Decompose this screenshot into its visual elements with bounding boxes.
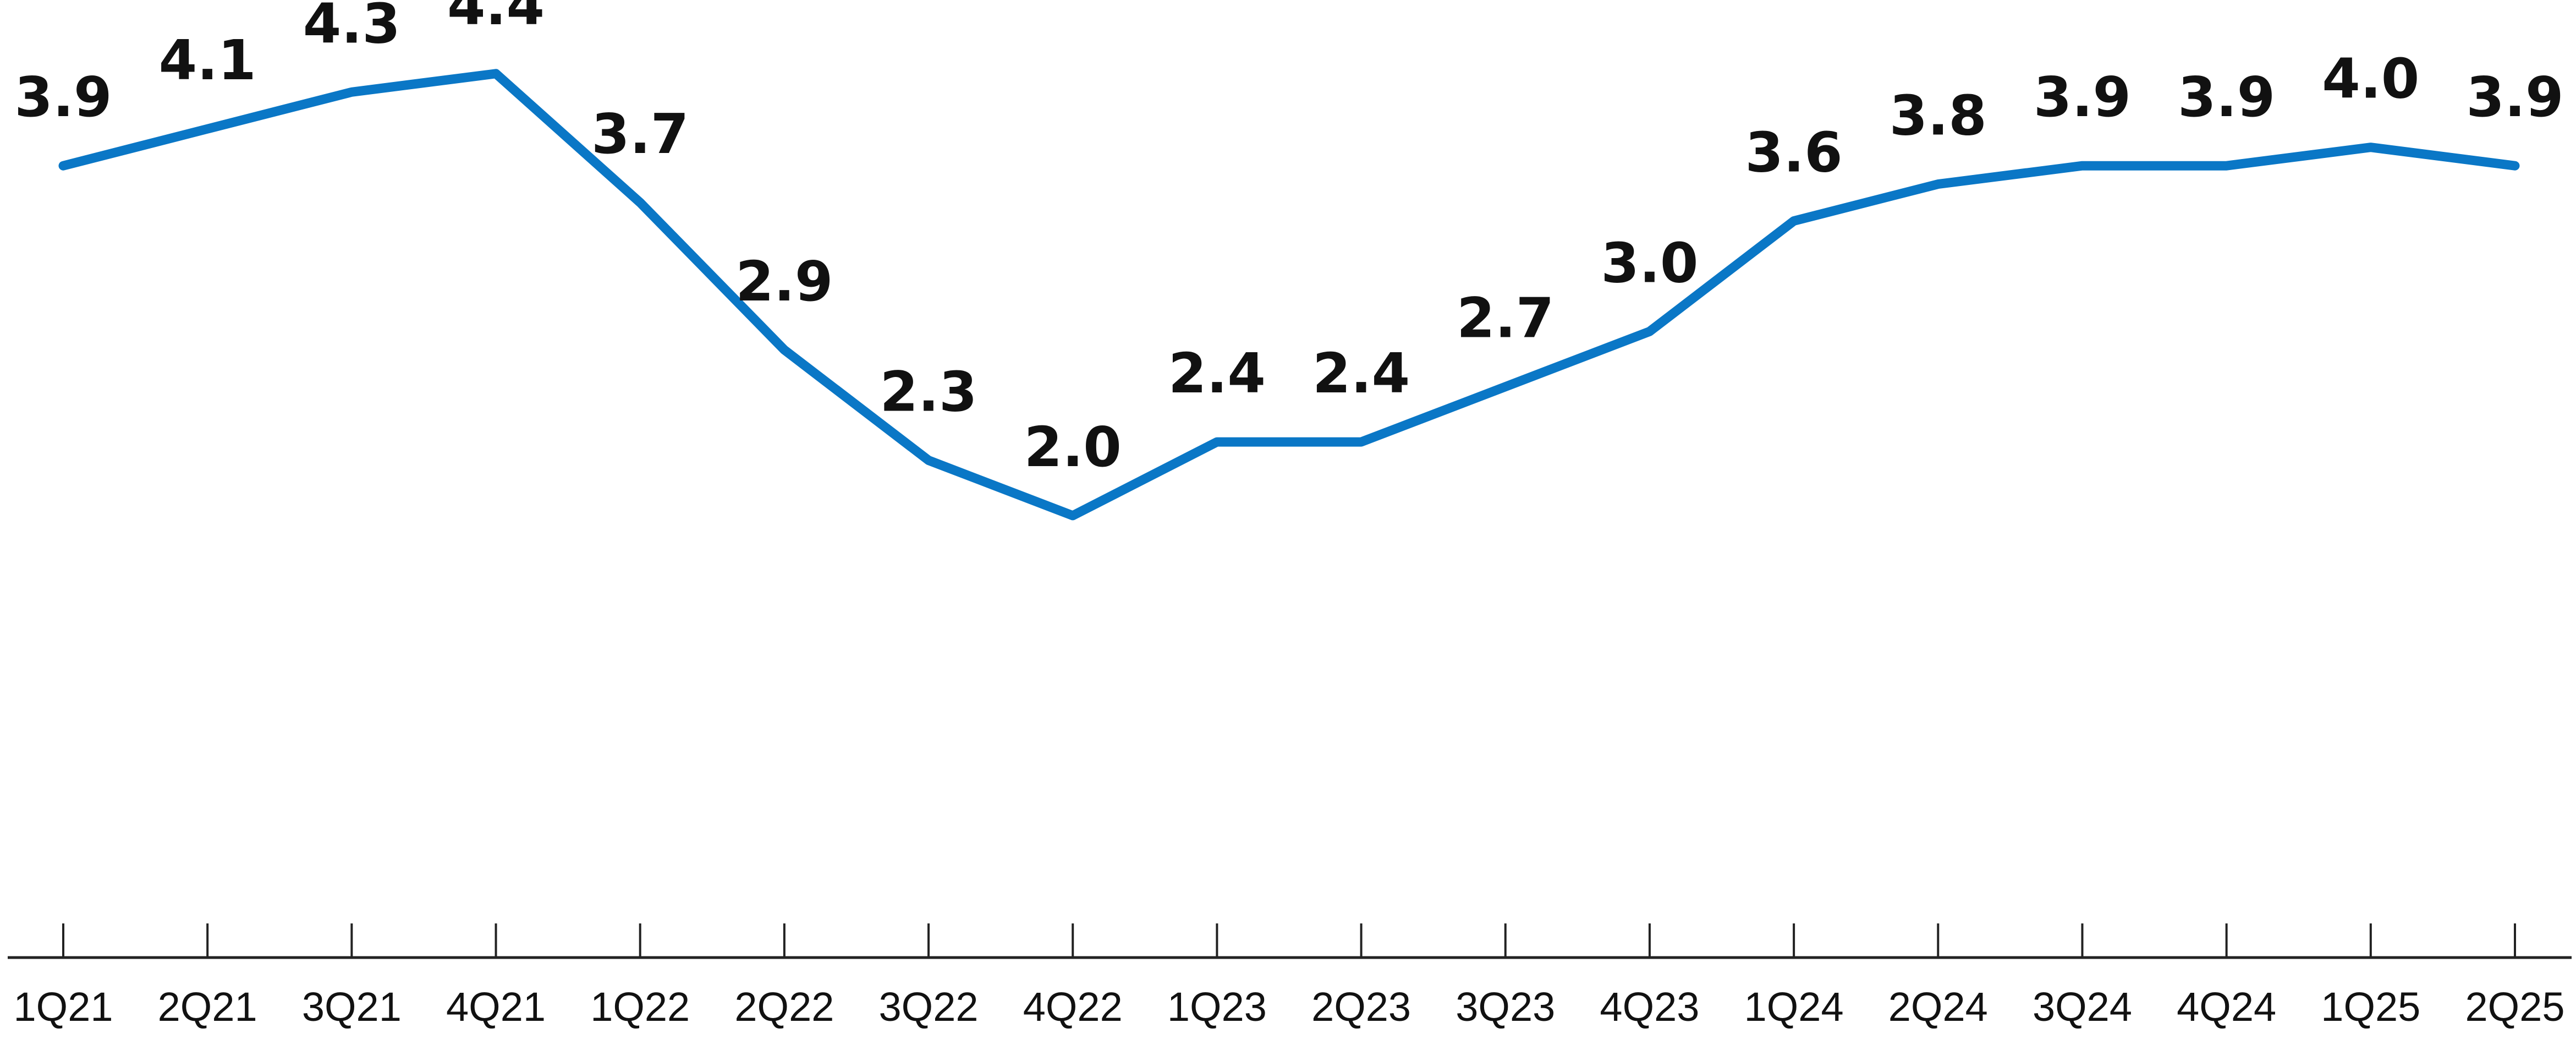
x-tick-label: 1Q21 [13,984,113,1030]
x-tick-label: 1Q23 [1167,984,1267,1030]
data-label: 3.9 [14,65,112,129]
data-label: 2.4 [1168,341,1266,406]
x-tick-label: 2Q24 [1888,984,1988,1030]
data-label: 2.9 [735,249,833,314]
x-tick-label: 1Q25 [2321,984,2420,1030]
x-tick-label: 4Q22 [1023,984,1123,1030]
x-tick-label: 4Q24 [2177,984,2276,1030]
data-label: 3.9 [2466,65,2563,129]
data-label: 4.0 [2322,47,2419,111]
x-tick-label: 2Q21 [158,984,257,1030]
x-tick-label: 3Q23 [1455,984,1555,1030]
x-tick-label: 1Q24 [1744,984,1844,1030]
x-tick-label: 4Q23 [1600,984,1699,1030]
x-axis-ticks [62,923,2516,958]
data-label: 4.3 [303,0,400,56]
data-label: 3.9 [2034,65,2131,129]
data-labels: 3.9 4.1 4.3 4.4 3.7 2.9 2.3 2.0 2.4 2.4 2.7 3.0 3.6 3… [14,0,2563,479]
x-axis-tick-labels: 1Q21 2Q21 3Q21 4Q21 1Q22 2Q22 3Q22 4Q22 1Q23 2Q23… [13,984,2564,1030]
x-tick-label: 1Q22 [590,984,690,1030]
data-label: 2.0 [1024,415,1122,479]
data-label: 3.7 [591,102,689,166]
data-label: 2.3 [880,360,977,424]
x-tick-label: 4Q21 [446,984,546,1030]
x-tick-label: 2Q25 [2465,984,2564,1030]
x-tick-label: 3Q21 [302,984,402,1030]
data-label: 3.6 [1745,121,1843,185]
data-label: 3.0 [1601,231,1698,295]
x-tick-label: 3Q22 [879,984,979,1030]
x-tick-label: 2Q22 [734,984,834,1030]
data-label: 4.1 [159,28,256,92]
series-line [58,69,2520,521]
data-label: 4.4 [447,0,545,37]
data-label: 2.4 [1312,341,1410,406]
data-label: 2.7 [1457,286,1554,351]
data-label: 3.8 [1890,84,1987,148]
x-tick-label: 2Q23 [1311,984,1411,1030]
x-tick-label: 3Q24 [2033,984,2132,1030]
data-label: 3.9 [2178,65,2275,129]
